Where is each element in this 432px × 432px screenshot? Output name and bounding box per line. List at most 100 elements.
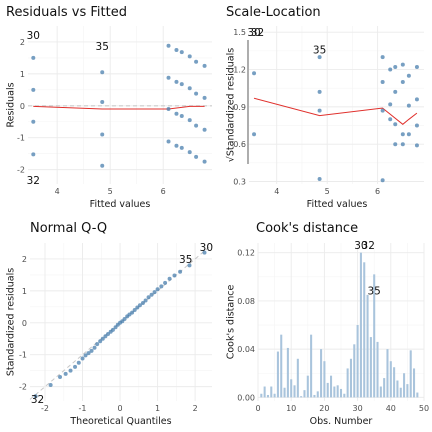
- cooks-bar: [310, 334, 313, 398]
- cooks-bar: [409, 350, 412, 398]
- data-point: [89, 348, 94, 353]
- data-point: [406, 73, 411, 78]
- data-point: [187, 150, 192, 155]
- data-point: [380, 79, 385, 84]
- x-tick-label: 30: [353, 404, 363, 413]
- cooks-bar: [323, 361, 326, 398]
- cooks-bar: [293, 385, 296, 398]
- cooks-bar: [316, 391, 319, 398]
- cooks-bar: [343, 393, 346, 398]
- point-annotation: 35: [179, 254, 192, 266]
- y-tick-label: 0.04: [237, 345, 255, 354]
- cooks-bar: [356, 325, 359, 398]
- panel-title: Scale-Location: [226, 5, 321, 20]
- cooks-bar: [366, 294, 369, 398]
- data-point: [400, 142, 405, 147]
- data-point: [68, 368, 73, 373]
- cooks-bar: [303, 390, 306, 398]
- cooks-bar: [333, 386, 336, 398]
- y-tick-label: 0: [22, 319, 27, 328]
- data-point: [393, 142, 398, 147]
- y-tick-label: 2: [22, 255, 27, 264]
- data-point: [100, 99, 105, 104]
- cooks-bar: [306, 375, 309, 398]
- plot-area: 4 5 6 -2 -1 0 1 230 35 32: [17, 26, 212, 196]
- data-point: [174, 111, 179, 116]
- x-axis-label: Fitted values: [90, 199, 151, 210]
- data-point: [103, 334, 108, 339]
- x-tick-label: 6: [161, 187, 166, 196]
- data-point: [252, 71, 257, 76]
- plot-area: -2 -1 0 1 2 -2 -1 0 1 2 30 35 32: [19, 242, 213, 413]
- data-point: [252, 132, 257, 137]
- cooks-bar: [320, 349, 323, 398]
- data-point: [140, 301, 145, 306]
- data-point: [159, 284, 164, 289]
- data-point: [414, 143, 419, 148]
- cooks-bar: [379, 386, 382, 398]
- data-point: [400, 62, 405, 67]
- x-axis-label: Theoretical Quantiles: [69, 416, 171, 427]
- data-point: [393, 65, 398, 70]
- cooks-bar: [266, 394, 269, 398]
- data-point: [187, 263, 192, 268]
- data-point: [414, 123, 419, 128]
- data-point: [393, 89, 398, 94]
- data-point: [414, 65, 419, 70]
- x-tick-label: 2: [193, 404, 198, 413]
- cooks-bar: [286, 347, 289, 398]
- point-annotation: 32: [362, 240, 375, 252]
- data-point: [179, 114, 184, 119]
- data-point: [380, 108, 385, 113]
- cooks-bar: [353, 344, 356, 398]
- data-point: [179, 82, 184, 87]
- cooks-bar: [389, 361, 392, 398]
- data-point: [400, 79, 405, 84]
- cooks-bar: [413, 368, 416, 398]
- data-point: [406, 132, 411, 137]
- x-tick-label: -2: [41, 404, 49, 413]
- y-tick-label: 0.3: [233, 178, 246, 187]
- data-point: [388, 67, 393, 72]
- data-point: [95, 342, 100, 347]
- cooks-bar: [396, 380, 399, 398]
- panel-title: Normal Q-Q: [30, 221, 107, 236]
- data-point: [380, 55, 385, 60]
- panel-cooks-distance: Cook's distance Obs. Number Cook's dista…: [226, 221, 430, 427]
- data-point: [317, 108, 322, 113]
- x-tick-label: 5: [108, 187, 113, 196]
- cooks-bar: [373, 274, 376, 398]
- x-tick-label: 1: [155, 404, 160, 413]
- data-point: [187, 86, 192, 91]
- cooks-bar: [296, 358, 299, 398]
- y-tick-label: 0.08: [237, 297, 255, 306]
- y-tick-label: -1: [19, 351, 27, 360]
- y-tick-label: -2: [17, 166, 25, 175]
- data-point: [202, 127, 207, 132]
- x-axis-label: Obs. Number: [310, 416, 373, 427]
- data-point: [388, 117, 393, 122]
- y-axis-label: Standardized residuals: [6, 268, 17, 376]
- data-point: [178, 269, 183, 274]
- data-point: [202, 250, 207, 255]
- data-point: [317, 55, 322, 60]
- data-point: [100, 70, 105, 75]
- cooks-bar: [403, 373, 406, 398]
- cooks-bar: [270, 386, 273, 398]
- data-point: [166, 43, 171, 48]
- cooks-bar: [330, 375, 333, 398]
- cooks-bar: [280, 334, 283, 398]
- data-point: [110, 327, 115, 332]
- point-annotation: 32: [31, 394, 44, 406]
- cooks-bar: [336, 385, 339, 398]
- data-point: [194, 154, 199, 159]
- x-tick-label: 6: [375, 187, 380, 196]
- point-annotation: 35: [368, 286, 381, 298]
- panel-normal-qq: Normal Q-Q Theoretical Quantiles Standar…: [6, 221, 214, 427]
- y-tick-label: 0.00: [237, 393, 255, 402]
- cooks-bar: [300, 396, 303, 398]
- data-point: [31, 87, 36, 92]
